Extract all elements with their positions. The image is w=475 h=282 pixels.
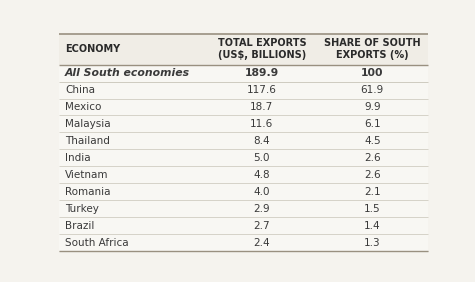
Text: Turkey: Turkey (65, 204, 99, 214)
Text: 4.8: 4.8 (254, 170, 270, 180)
Text: 2.4: 2.4 (254, 237, 270, 248)
Text: 1.4: 1.4 (364, 221, 380, 231)
Text: 189.9: 189.9 (245, 68, 279, 78)
Bar (59, 200, 428, 217)
Text: 2.6: 2.6 (364, 170, 380, 180)
Bar (59, 217, 428, 234)
Bar (59, 133, 428, 149)
Text: TOTAL EXPORTS
(US$, BILLIONS): TOTAL EXPORTS (US$, BILLIONS) (218, 38, 306, 60)
Text: 1.5: 1.5 (364, 204, 380, 214)
Bar (59, 98, 428, 115)
Text: 2.1: 2.1 (364, 187, 380, 197)
Text: 8.4: 8.4 (254, 136, 270, 146)
Text: SHARE OF SOUTH
EXPORTS (%): SHARE OF SOUTH EXPORTS (%) (324, 38, 420, 60)
Text: Brazil: Brazil (65, 221, 94, 231)
Text: 9.9: 9.9 (364, 102, 380, 112)
Bar (59, 115, 428, 133)
Text: 2.6: 2.6 (364, 153, 380, 163)
Text: 6.1: 6.1 (364, 119, 380, 129)
Bar (59, 166, 428, 183)
Text: Vietnam: Vietnam (65, 170, 108, 180)
Text: Romania: Romania (65, 187, 110, 197)
Bar (59, 183, 428, 200)
Bar (59, 149, 428, 166)
Text: All South economies: All South economies (65, 68, 190, 78)
Bar (59, 34, 428, 65)
Bar (59, 65, 428, 81)
Text: India: India (65, 153, 91, 163)
Text: Thailand: Thailand (65, 136, 110, 146)
Text: 117.6: 117.6 (247, 85, 277, 95)
Text: 100: 100 (361, 68, 383, 78)
Text: 1.3: 1.3 (364, 237, 380, 248)
Text: South Africa: South Africa (65, 237, 129, 248)
Bar (59, 81, 428, 98)
Text: 2.7: 2.7 (254, 221, 270, 231)
Text: Mexico: Mexico (65, 102, 101, 112)
Text: China: China (65, 85, 95, 95)
Text: 4.5: 4.5 (364, 136, 380, 146)
Bar (59, 234, 428, 251)
Text: 18.7: 18.7 (250, 102, 274, 112)
Text: Malaysia: Malaysia (65, 119, 111, 129)
Text: 11.6: 11.6 (250, 119, 274, 129)
Text: 2.9: 2.9 (254, 204, 270, 214)
Text: 61.9: 61.9 (361, 85, 384, 95)
Text: ECONOMY: ECONOMY (65, 44, 120, 54)
Text: 5.0: 5.0 (254, 153, 270, 163)
Text: 4.0: 4.0 (254, 187, 270, 197)
